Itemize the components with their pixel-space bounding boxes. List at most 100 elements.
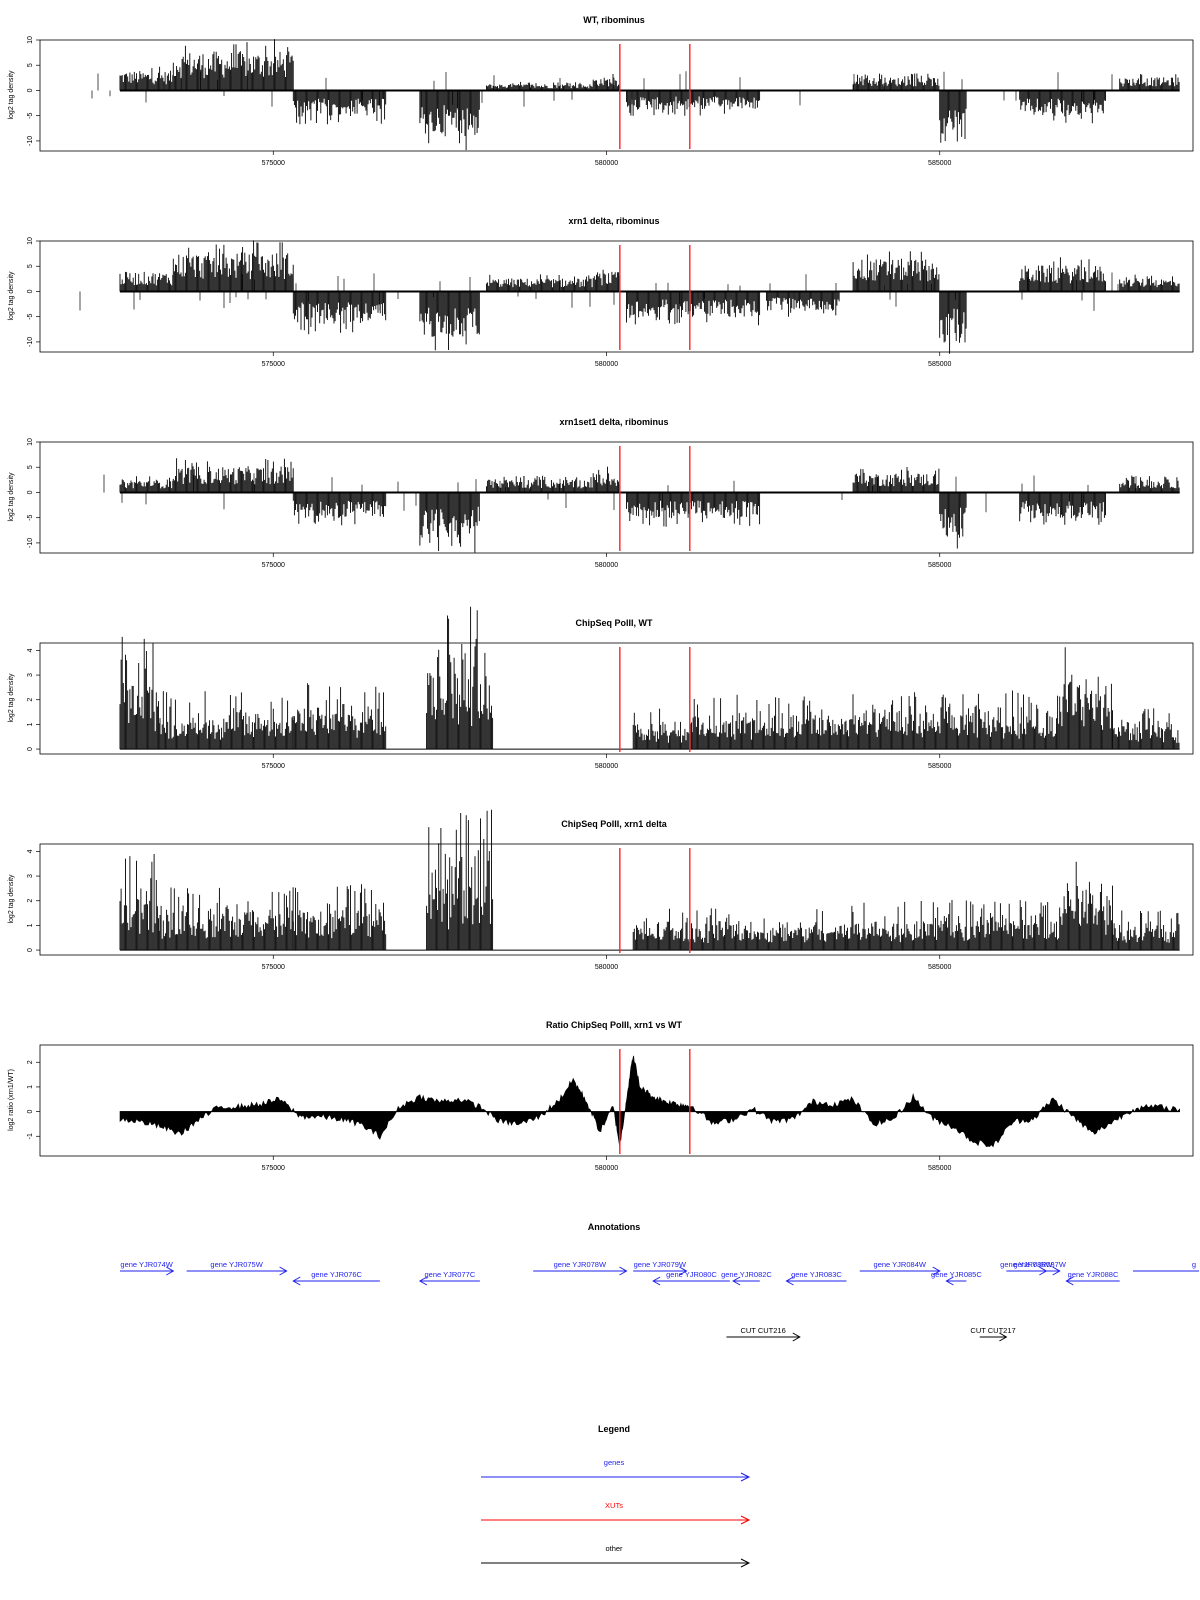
panel-ratio-chipseq: Ratio ChipSeq PolII, xrn1 vs WT log2 rat… [8,1020,1194,1172]
x-tick-label: 580000 [595,562,618,569]
signal-segment-4 [486,475,593,493]
legend-item-xuts: XUTs [481,1501,751,1525]
panel-xrn1-delta-ribominus: xrn1 delta, ribominus log2 tag density 1… [8,216,1194,368]
signal-segment-9 [1019,90,1106,124]
x-tick-label: 575000 [262,763,285,770]
x-tick-label: 585000 [928,763,951,770]
feature-gene-yjr084w: gene YJR084W [859,1260,941,1276]
arrowhead [679,1266,688,1276]
y-tick-label: 3 [27,673,34,677]
feature-cut-cut216: CUT CUT216 [726,1326,801,1342]
feature-label: gene YJR087W [1014,1260,1067,1269]
signal-segment-6 [626,291,761,326]
y-tick-label: 10 [27,237,34,245]
signal-segment-3 [426,809,494,951]
signal-segment-4 [632,708,694,750]
panel-wt-ribominus: WT, ribominus log2 tag density 10 5 0 -5 -10… [8,15,1194,167]
x-tick-label: 575000 [262,1165,285,1172]
signal-segment-7 [852,467,940,493]
panel-title: WT, ribominus [583,15,645,25]
data-bars [91,39,1180,151]
data-bars [103,458,1180,553]
y-axis-label: log2 tag density [8,70,15,120]
y-tick-label: 0 [27,1110,34,1114]
signal-segment-7 [852,73,940,91]
signal-segment-1 [172,458,294,493]
sparse-signal [91,71,1113,110]
y-tick-label: 3 [27,874,34,878]
signal-segment-2 [292,683,387,750]
x-tick-label: 585000 [928,562,951,569]
feature-gene-yjr087w: gene YJR087W [1014,1260,1067,1276]
panel-xrn1set1-delta-ribominus: xrn1set1 delta, ribominus log2 tag densi… [8,417,1194,569]
feature-label: gene YJR085C [931,1270,982,1279]
signal-segment-3 [426,606,494,750]
signal-segment-7 [1059,647,1113,750]
y-axis-label: log2 ratio (xrn1/WT) [8,1069,15,1131]
signal-segment-0 [119,854,161,951]
legend-arrowhead-other [740,1558,751,1568]
arrowhead [932,1266,941,1276]
signal-segment-0 [119,271,174,292]
y-tick-label: -10 [27,337,34,347]
legend-label-xuts: XUTs [605,1501,623,1510]
arrowhead [999,1332,1008,1342]
feature-label: g [1192,1260,1196,1269]
signal-segment-7 [1112,910,1180,951]
arrowhead [279,1266,288,1276]
annotation-features: gene YJR074W gene YJR075W gene YJR076C gene… [119,1260,1199,1342]
plot-area: 4 3 2 1 0 575000 580000 585000 [27,809,1194,971]
panel-title: xrn1set1 delta, ribominus [559,417,668,427]
signal-segment-1 [159,691,294,750]
signal-segment-3 [419,492,480,553]
signal-segment-0 [119,636,161,750]
plot-area: 10 5 0 -5 -10 575000 580000 585000 [27,438,1194,569]
plot-frame [39,843,1194,956]
y-tick-label: 10 [27,36,34,44]
y-tick-label: 0 [27,948,34,952]
signal-segment-1 [172,240,294,292]
y-tick-label: 4 [27,849,34,853]
y-tick-label: -10 [27,136,34,146]
y-axis-label: log2 tag density [8,271,15,321]
feature-label: gene YJR088C [1068,1270,1119,1279]
x-tick-label: 585000 [928,1165,951,1172]
arrowhead [418,1276,428,1286]
feature-label: gene YJR075W [210,1260,263,1269]
signal-segment-3 [419,291,480,351]
plot-area: 4 3 2 1 0 575000 580000 585000 [27,606,1194,770]
signal-segment-1 [172,39,294,91]
y-tick-label: 1 [27,923,34,927]
y-tick-label: -10 [27,538,34,548]
sparse-signal [103,473,1137,513]
panel-title: Ratio ChipSeq PolII, xrn1 vs WT [546,1020,683,1030]
feature-label: gene YJR074W [120,1260,173,1269]
arrowhead [792,1332,801,1342]
signal-segment-9 [1019,492,1106,525]
plot-frame [39,441,1194,554]
y-tick-label: 0 [27,747,34,751]
feature-gene-yjr075w: gene YJR075W [186,1260,288,1276]
arrowhead [1065,1276,1074,1286]
legend-label-other: other [605,1544,623,1553]
x-tick-label: 575000 [262,361,285,368]
signal-segment-6 [626,492,761,527]
signal-segment-9 [939,291,967,354]
signal-segment-2 [292,884,387,951]
x-tick-label: 580000 [595,361,618,368]
x-tick-label: 575000 [262,160,285,167]
y-tick-label: 0 [27,88,34,92]
x-tick-label: 575000 [262,562,285,569]
signal-segment-2 [292,492,387,526]
signal-segment-4 [632,908,846,951]
panel-title: ChipSeq PolII, xrn1 delta [561,819,668,829]
legend: Legend genes XUTs other [481,1424,751,1568]
feature-gene-yjr078w: gene YJR078W [533,1260,628,1276]
y-axis-label: log2 tag density [8,472,15,522]
feature-gene-yjr076c: gene YJR076C [292,1270,380,1286]
x-tick-label: 580000 [595,964,618,971]
y-tick-label: 10 [27,438,34,446]
legend-arrowhead-genes [740,1472,751,1482]
feature-gene-yjr077c: gene YJR077C [418,1270,480,1286]
